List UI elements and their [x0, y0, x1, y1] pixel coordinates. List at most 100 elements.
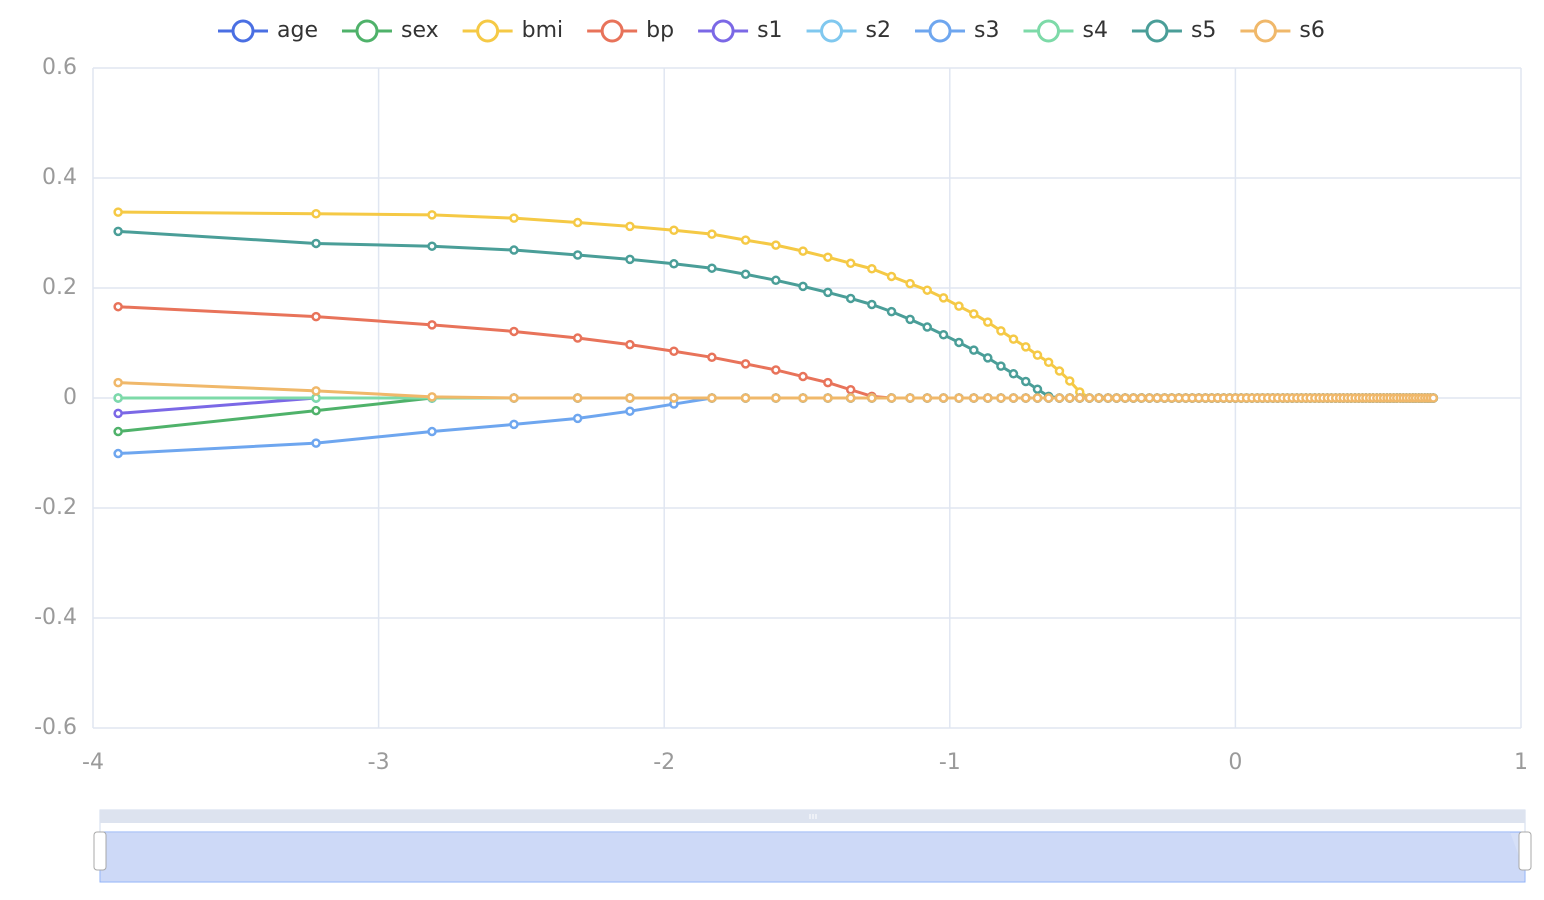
data-point	[983, 393, 993, 403]
legend-item[interactable]: s4	[1023, 18, 1108, 43]
data-point	[427, 426, 437, 437]
x-tick-label: 0	[1228, 750, 1242, 775]
data-point	[311, 438, 321, 448]
data-point	[740, 269, 751, 279]
data-point	[1084, 393, 1095, 403]
data-point	[954, 393, 964, 403]
data-point	[1043, 357, 1054, 367]
slider-data-shadow	[101, 832, 1524, 881]
data-point	[922, 322, 932, 332]
legend-label: sex	[401, 18, 439, 43]
slider-handle[interactable]	[1518, 831, 1532, 871]
data-point	[905, 393, 915, 403]
data-point	[969, 309, 979, 319]
data-point	[625, 406, 635, 416]
data-point	[113, 207, 123, 217]
x-tick-label: -2	[653, 750, 675, 775]
legend-label: age	[277, 18, 318, 43]
legend-item[interactable]: s1	[698, 18, 783, 43]
legend-item[interactable]: s2	[806, 18, 891, 43]
data-point	[867, 299, 877, 310]
y-tick-label: 0.4	[42, 165, 77, 190]
data-point	[572, 413, 583, 424]
data-point	[996, 361, 1006, 371]
data-point	[311, 311, 321, 322]
legend-label: s5	[1191, 18, 1216, 43]
legend-item[interactable]: s6	[1240, 18, 1325, 43]
data-point	[1065, 393, 1075, 403]
legend-item[interactable]: bmi	[462, 18, 564, 43]
data-point	[625, 339, 635, 350]
data-point	[798, 393, 808, 403]
y-tick-label: -0.4	[34, 605, 77, 630]
slider-handle[interactable]	[93, 831, 107, 871]
data-point	[311, 405, 321, 416]
legend-label: s3	[974, 18, 999, 43]
data-point	[1008, 334, 1019, 344]
data-point	[625, 221, 635, 232]
data-point	[938, 330, 949, 340]
legend-icon	[600, 19, 624, 43]
data-point	[1103, 393, 1113, 403]
data-point	[954, 301, 964, 311]
data-point	[886, 271, 897, 282]
legend-icon	[711, 19, 735, 43]
data-point	[707, 263, 717, 273]
data-point	[707, 352, 717, 363]
data-point	[113, 393, 123, 403]
data-point	[1128, 393, 1139, 403]
data-point	[427, 241, 437, 251]
data-point	[938, 393, 949, 403]
legend-item[interactable]: age	[218, 18, 318, 43]
x-tick-label: -3	[368, 750, 390, 775]
data-point	[707, 229, 717, 239]
data-point	[707, 393, 717, 403]
data-point	[771, 275, 781, 286]
data-point	[740, 393, 751, 403]
data-point	[845, 385, 856, 395]
data-point	[905, 314, 915, 325]
data-point	[1032, 393, 1043, 403]
data-point	[509, 213, 519, 223]
data-point	[1008, 393, 1019, 403]
data-point	[905, 278, 915, 289]
data-point	[113, 426, 123, 437]
data-point	[771, 240, 781, 250]
legend-icon	[1145, 19, 1169, 43]
legend: age sex bmi bp s1 s2 s3 s4 s5 s6	[218, 18, 1325, 43]
x-tick-label: 1	[1514, 750, 1528, 775]
data-point	[572, 250, 583, 260]
data-point	[113, 226, 123, 237]
legend-item[interactable]: s5	[1131, 18, 1216, 43]
data-point	[509, 245, 519, 255]
data-point	[1021, 342, 1031, 352]
data-point	[1136, 393, 1147, 403]
data-point	[845, 293, 856, 304]
legend-item[interactable]: sex	[341, 18, 439, 43]
plot-area	[113, 207, 1439, 459]
data-point	[922, 285, 932, 295]
data-point	[867, 393, 877, 403]
data-point	[1094, 393, 1104, 403]
data-point	[886, 306, 897, 317]
legend-item[interactable]: s3	[915, 18, 999, 43]
data-point	[1111, 393, 1122, 403]
legend-item[interactable]: bp	[587, 18, 674, 43]
data-point	[798, 246, 808, 256]
data-point	[823, 393, 833, 403]
grid: -0.6 -0.4 -0.2 0 0.2 0.4 0.6 -4 -3 -2 -1 0 1	[34, 55, 1528, 775]
data-point	[669, 225, 679, 235]
data-point	[509, 393, 519, 403]
data-point	[845, 258, 856, 268]
legend-label: s4	[1082, 18, 1107, 43]
data-point	[823, 252, 833, 262]
data-point	[572, 333, 583, 343]
data-point	[969, 345, 979, 355]
legend-icon	[928, 19, 952, 43]
data-point	[1032, 350, 1043, 360]
data-zoom-slider[interactable]	[93, 809, 1532, 883]
legend-icon	[476, 19, 500, 43]
data-point	[1054, 366, 1065, 376]
data-point	[1021, 376, 1031, 387]
legend-icon	[355, 19, 379, 43]
